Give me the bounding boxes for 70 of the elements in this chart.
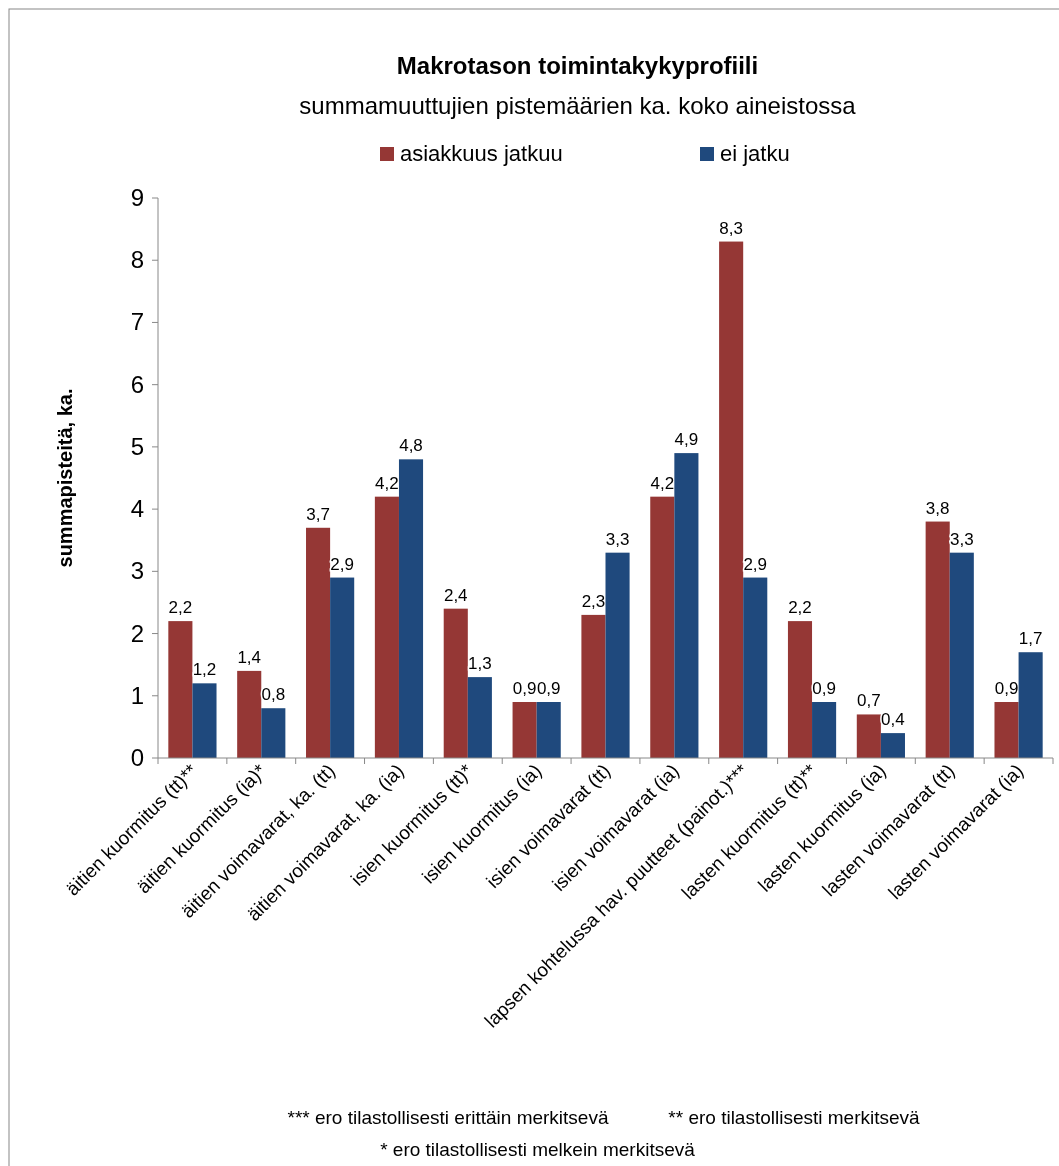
y-tick-label: 3 (130, 557, 144, 585)
data-label: 0,9 (994, 679, 1019, 698)
y-tick-label: 8 (130, 246, 144, 274)
y-tick-label: 6 (130, 370, 144, 398)
data-label: 1,2 (192, 660, 217, 680)
data-label: 4,8 (399, 436, 423, 456)
bar (443, 608, 468, 758)
text: *** ero tilastollisesti erittäin merkitsevä (287, 1107, 609, 1128)
y-tick-label: 4 (130, 495, 144, 523)
text: * ero tilastollisesti melkein merkitsevä (380, 1139, 696, 1160)
bar (536, 702, 561, 758)
bar (168, 621, 193, 758)
bar (719, 241, 744, 758)
data-label: 0,7 (857, 691, 881, 711)
bar (398, 459, 424, 758)
bar (949, 552, 974, 758)
bar (880, 733, 905, 758)
bar (1018, 652, 1043, 758)
y-tick-label: 7 (130, 308, 144, 336)
data-label: 0,4 (881, 710, 905, 730)
bar (787, 621, 813, 758)
bar (674, 453, 699, 758)
data-label: 0,8 (261, 685, 286, 705)
data-label: 1,3 (468, 654, 492, 674)
data-label: 4,2 (650, 473, 675, 493)
bar (650, 496, 675, 758)
bar (374, 496, 399, 758)
bar (743, 577, 768, 758)
bar (261, 708, 286, 758)
bar (192, 683, 217, 758)
data-label: 3,7 (306, 504, 330, 524)
y-tick-label: 5 (130, 432, 144, 460)
bar (306, 527, 331, 758)
chart-title: Makrotason toimintakykyprofiili (396, 52, 759, 79)
data-label: 1,4 (237, 647, 262, 667)
data-label: 2,2 (788, 598, 812, 618)
bar (856, 714, 881, 758)
data-label: 2,4 (443, 585, 468, 605)
y-tick-label: 1 (130, 681, 144, 709)
bar (237, 670, 262, 758)
y-tick-label: 0 (130, 744, 144, 771)
bar (994, 702, 1019, 758)
data-label: 3,8 (925, 498, 950, 518)
bar (605, 552, 630, 758)
data-label: 3,3 (949, 529, 974, 549)
data-label: 2,2 (168, 598, 193, 618)
data-label: 8,3 (719, 218, 743, 238)
chart-subtitle: summamuuttujien pistemäärien ka. koko aineistossa (299, 92, 857, 119)
data-label: 0,9 (812, 679, 836, 698)
bar (581, 614, 606, 758)
data-label: 1,7 (1018, 629, 1043, 649)
data-label: 4,9 (674, 430, 699, 450)
y-axis-title: summapisteitä, ka. (54, 388, 76, 568)
bar (925, 521, 950, 758)
bar (330, 577, 355, 758)
bar (812, 702, 837, 758)
y-tick-label: 9 (130, 184, 144, 211)
legend-label: ei jatku (720, 141, 790, 166)
text: ** ero tilastollisesti merkitsevä (668, 1107, 921, 1128)
data-label: 0,9 (536, 679, 561, 698)
bar (467, 677, 492, 758)
bar (512, 702, 537, 758)
data-label: 2,3 (581, 591, 606, 611)
data-label: 2,9 (330, 554, 354, 574)
data-label: 3,3 (605, 529, 630, 549)
y-tick-label: 2 (130, 619, 144, 647)
data-label: 4,2 (375, 473, 399, 493)
data-label: 0,9 (512, 679, 537, 698)
legend-label: asiakkuus jatkuu (400, 141, 563, 166)
data-label: 2,9 (743, 554, 768, 574)
